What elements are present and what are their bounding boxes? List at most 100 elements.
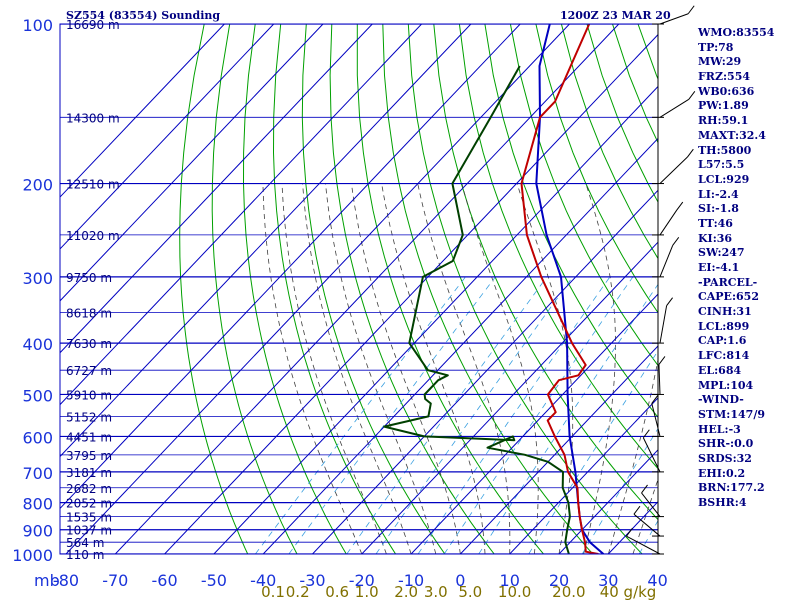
isotherm — [60, 24, 422, 406]
mixing-ratio-label: 20.0 — [552, 583, 585, 600]
index-item: MAXT:32.4 — [698, 128, 766, 142]
moist-adiabat — [351, 183, 461, 554]
temperature-tick-label: -30 — [299, 571, 325, 590]
isotherm — [509, 397, 658, 554]
mixing-ratio-line — [443, 276, 634, 554]
height-label: 7630 m — [66, 337, 112, 351]
temperature-tick-label: 40 — [647, 571, 667, 590]
height-label: 16690 m — [66, 18, 120, 32]
wind-barb — [642, 437, 661, 473]
pressure-tick-label: 300 — [22, 269, 53, 288]
height-label: 14300 m — [66, 111, 120, 125]
temperature-tick-label: -10 — [398, 571, 424, 590]
height-label: 5910 m — [66, 388, 112, 402]
mixing-ratio-label: 3.0 — [424, 583, 448, 600]
index-list: WMO:83554 TP:78 MW:29 FRZ:554 WB0:636 PW:1.89… — [698, 26, 798, 511]
pressure-tick-label: 500 — [22, 386, 53, 405]
temperature-tick-label: 30 — [598, 571, 618, 590]
index-item: WMO:83554 — [698, 26, 775, 39]
height-label: 5152 m — [66, 410, 112, 424]
index-item: SRDS:32 — [698, 451, 752, 465]
dry-adiabat — [272, 24, 397, 554]
mixing-ratio-label: 0.6 — [325, 583, 349, 600]
mixing-ratio-line — [346, 276, 548, 554]
height-label: 6727 m — [66, 364, 112, 378]
pressure-tick-label: 100 — [22, 16, 53, 35]
height-label: 2052 m — [66, 497, 112, 511]
index-item: TT:46 — [698, 216, 733, 230]
wind-barb — [659, 245, 674, 278]
index-item: TP:78 — [698, 40, 734, 54]
wind-barb — [659, 98, 690, 118]
index-item: CAP:1.6 — [698, 334, 747, 348]
wind-barb-flag — [687, 5, 695, 15]
moist-adiabat — [325, 183, 437, 554]
index-item: EHI:0.2 — [698, 466, 746, 480]
mixing-ratio-line — [417, 276, 611, 554]
dry-adiabat — [179, 24, 249, 554]
isotherm — [213, 85, 658, 554]
wind-barb-flag — [666, 297, 673, 306]
index-item: PW:1.89 — [698, 99, 749, 113]
isotherm — [410, 293, 658, 554]
index-item: CINH:31 — [698, 305, 752, 319]
isotherm — [361, 241, 658, 554]
chart-title: SZ554 (83554) Sounding — [66, 9, 221, 22]
index-item: LFC:814 — [698, 349, 750, 363]
wind-barb — [626, 535, 661, 555]
temperature-tick-label: 10 — [500, 571, 520, 590]
pressure-axis-label: mb — [34, 571, 60, 590]
mixing-ratio-line — [528, 350, 658, 554]
wind-barb-flag — [688, 91, 696, 100]
mixing-ratio-label: 1.0 — [355, 583, 379, 600]
mixing-ratio-line — [255, 276, 466, 554]
moist-adiabat — [381, 183, 486, 554]
index-item: MPL:104 — [698, 378, 754, 392]
moist-adiabat — [461, 183, 539, 554]
index-item: -WIND- — [698, 393, 744, 407]
isotherm — [558, 449, 658, 554]
mixing-ratio-label: 0.1 — [261, 583, 285, 600]
wind-barb-flag — [633, 505, 641, 515]
height-label: 12510 m — [66, 178, 120, 192]
wind-barb-flag — [686, 148, 694, 158]
pressure-tick-label: 1000 — [12, 546, 53, 565]
height-label: 110 m — [66, 548, 104, 562]
chart-traces — [383, 24, 605, 554]
pressure-tick-label: 400 — [22, 335, 53, 354]
wind-barb-flag — [672, 237, 680, 246]
temperature-tick-label: -60 — [152, 571, 178, 590]
isotherm — [60, 24, 225, 198]
height-label: 564 m — [66, 536, 104, 550]
moist-adiabat — [281, 183, 387, 554]
wind-barb — [659, 156, 688, 184]
isotherm — [60, 24, 324, 302]
wind-barb-flag — [658, 356, 666, 365]
mixing-ratio-label: 40 g/kg — [600, 583, 657, 600]
temperature-tick-label: -50 — [201, 571, 227, 590]
mixing-ratio-line — [478, 283, 658, 554]
wind-barb-flag — [651, 395, 659, 404]
wind-barb — [658, 364, 661, 395]
index-item: STM:147/9 — [698, 407, 765, 421]
index-item: LCL:899 — [698, 319, 750, 333]
wind-barb-flag — [641, 484, 648, 494]
temperature-tick-label: -20 — [349, 571, 375, 590]
height-label: 8618 m — [66, 306, 112, 320]
height-label: 1037 m — [66, 524, 112, 538]
isotherm — [164, 33, 658, 554]
dewpoint-line — [383, 65, 571, 554]
mixing-ratio-label: 0.2 — [286, 583, 310, 600]
index-item: L57:5.5 — [698, 158, 745, 172]
pressure-tick-label: 900 — [22, 522, 53, 541]
pressure-tick-label: 200 — [22, 176, 53, 195]
index-item: CAPE:652 — [698, 290, 759, 304]
wind-barb-flag — [642, 429, 650, 439]
index-item: FRZ:554 — [698, 70, 751, 84]
temperature-tick-label: 20 — [549, 571, 569, 590]
index-item: EI:-4.1 — [698, 261, 740, 274]
index-item: -PARCEL- — [698, 275, 758, 289]
dry-adiabat — [329, 24, 495, 554]
isotherm — [262, 137, 658, 554]
